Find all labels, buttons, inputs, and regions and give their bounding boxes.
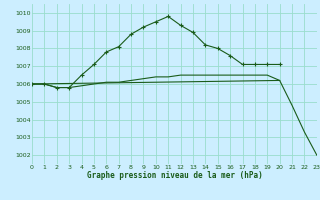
X-axis label: Graphe pression niveau de la mer (hPa): Graphe pression niveau de la mer (hPa)	[86, 171, 262, 180]
